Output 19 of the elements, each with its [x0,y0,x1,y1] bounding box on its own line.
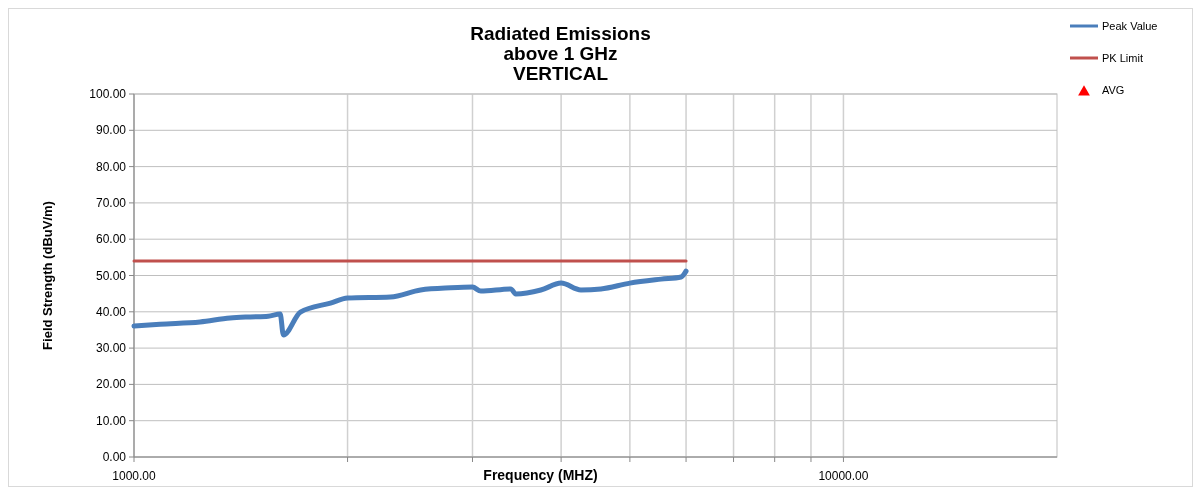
x-tick-label: 1000.00 [112,469,157,483]
legend-label: PK Limit [1102,52,1143,64]
legend-label: AVG [1102,84,1125,96]
y-axis-title: Field Strength (dBuV/m) [40,201,55,350]
y-tick-label: 20.00 [95,377,127,392]
y-tick-label: 10.00 [95,413,127,428]
legend-label: Peak Value [1102,20,1158,32]
y-tick-label: 60.00 [95,232,127,247]
y-tick-label: 50.00 [95,268,127,283]
y-tick-label: 70.00 [95,195,127,210]
chart-title: Radiated Emissions above 1 GHz VERTICAL [470,23,651,84]
y-tick-label: 40.00 [95,304,127,319]
y-tick-label: 30.00 [95,341,127,356]
y-tick-label: 0.00 [102,450,127,464]
x-tick-label: 10000.00 [818,469,869,483]
y-tick-label: 80.00 [95,159,127,174]
x-axis-title: Frequency (MHZ) [483,467,598,483]
y-tick-label: 90.00 [95,123,127,138]
y-tick-label: 100.00 [89,87,127,101]
